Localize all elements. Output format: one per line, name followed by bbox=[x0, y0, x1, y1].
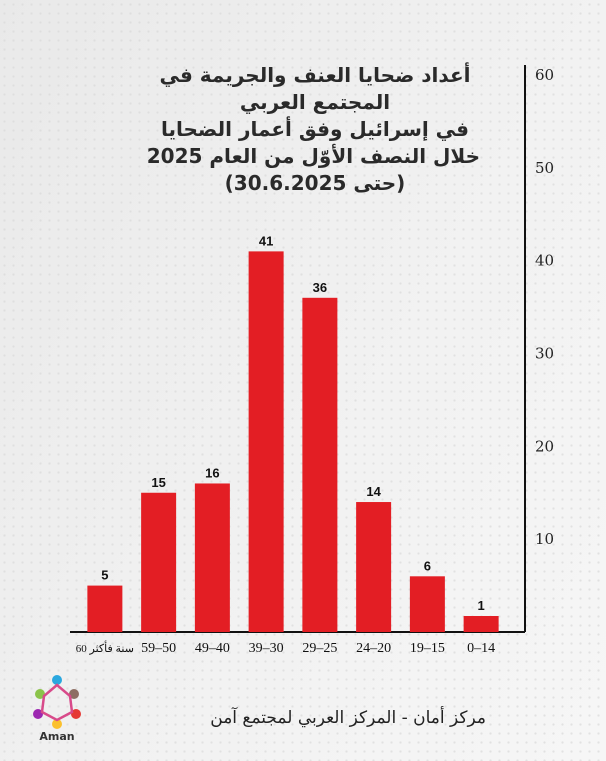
svg-text:Aman: Aman bbox=[39, 730, 74, 743]
data-label: 16 bbox=[205, 465, 219, 480]
bar bbox=[356, 502, 392, 632]
bar bbox=[87, 585, 123, 632]
y-tick-label: 10 bbox=[535, 530, 554, 548]
data-label: 5 bbox=[101, 568, 108, 583]
bar bbox=[248, 251, 284, 632]
y-tick-label: 50 bbox=[535, 159, 554, 177]
data-label: 6 bbox=[424, 558, 431, 573]
x-tick-label: 59–50 bbox=[141, 641, 176, 656]
bar bbox=[409, 576, 445, 632]
bar bbox=[194, 483, 230, 632]
bar bbox=[141, 492, 177, 632]
chart-title: أعداد ضحايا العنف والجريمة في المجتمع ال… bbox=[146, 62, 480, 197]
y-tick-label: 40 bbox=[535, 252, 554, 270]
title-line: المجتمع العربي bbox=[239, 90, 391, 114]
data-label: 1 bbox=[478, 598, 485, 613]
title-line: خلال النصف الأوّل من العام 2025 bbox=[146, 144, 480, 168]
x-tick-label: 29–25 bbox=[302, 641, 337, 656]
data-label: 41 bbox=[259, 233, 273, 248]
y-tick-label: 20 bbox=[535, 437, 554, 455]
x-tick-label: 0–14 bbox=[467, 641, 495, 656]
title-line: (حتى 30.6.2025) bbox=[224, 171, 406, 195]
y-tick-label: 60 bbox=[535, 66, 554, 84]
x-tick-label: 49–40 bbox=[195, 641, 230, 656]
bar bbox=[463, 616, 499, 632]
title-line: أعداد ضحايا العنف والجريمة في bbox=[159, 63, 471, 87]
footer-text: مركز أمان - المركز العربي لمجتمع آمن bbox=[210, 708, 486, 728]
x-tick-label: 24–20 bbox=[356, 641, 391, 656]
x-tick-label: 19–15 bbox=[410, 641, 445, 656]
title-line: في إسرائيل وفق أعمار الضحايا bbox=[160, 117, 470, 141]
bar bbox=[302, 297, 338, 632]
data-label: 15 bbox=[151, 475, 165, 490]
data-label: 14 bbox=[366, 484, 381, 499]
y-tick-label: 30 bbox=[535, 345, 554, 363]
x-tick-label: 60 سنة فأكثر bbox=[76, 641, 134, 655]
data-label: 36 bbox=[313, 280, 327, 295]
x-tick-label: 39–30 bbox=[249, 641, 284, 656]
aman-logo: Aman bbox=[33, 675, 81, 743]
